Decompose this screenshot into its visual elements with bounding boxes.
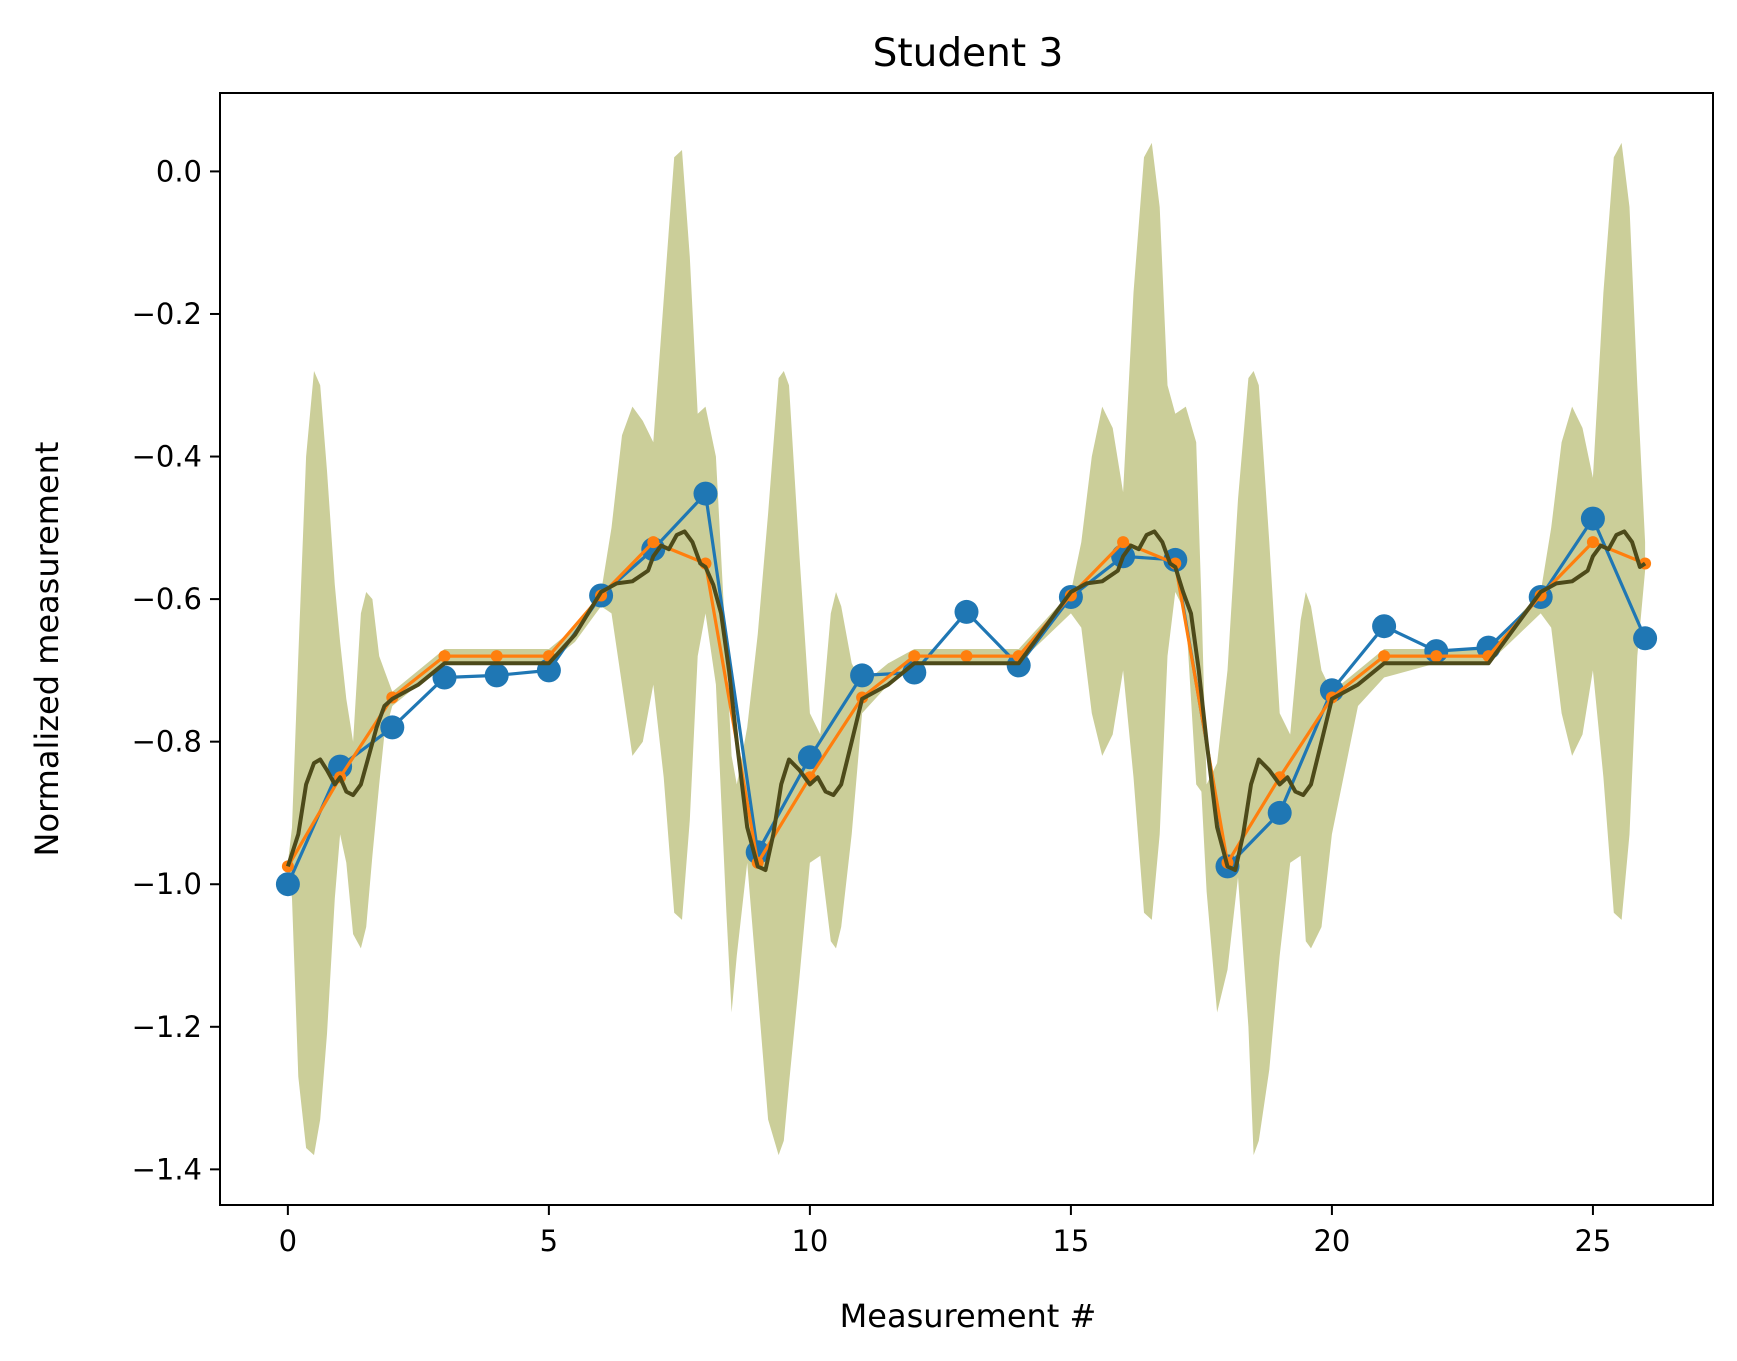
x-axis-label: Measurement # [840,1297,1097,1335]
plot-area [275,142,1658,1156]
y-tick-label: −1.0 [132,867,202,901]
chart-title: Student 3 [873,31,1064,76]
series-1-point [328,754,353,779]
x-tick-label: 20 [1313,1224,1350,1258]
series-2-point [1117,536,1130,549]
series-2-point [1378,650,1391,663]
y-tick-label: −0.8 [132,725,202,759]
y-tick-label: −1.2 [132,1010,202,1044]
x-axis-ticks: 0 5 10 15 20 25 [279,1205,1611,1258]
y-axis-label: Normalized measurement [28,442,66,857]
series-1-point [797,745,822,770]
series-1-point [1267,800,1292,825]
series-2-point [490,650,503,663]
series-2-point [908,650,921,663]
x-tick-label: 25 [1574,1224,1611,1258]
x-tick-label: 0 [279,1224,297,1258]
series-2-point [438,650,451,663]
confidence-band [287,142,1646,1156]
series-2-point [1586,536,1599,549]
series-1-point [693,481,718,506]
y-tick-label: −0.6 [132,582,202,616]
x-tick-label: 15 [1052,1224,1089,1258]
y-tick-label: −0.2 [132,297,202,331]
y-tick-label: 0.0 [156,154,202,188]
series-1-point [954,599,979,624]
series-2-point [1430,650,1443,663]
series-1-point [1372,614,1397,639]
x-tick-label: 5 [540,1224,558,1258]
series-1-point [275,872,300,897]
series-1-point [484,663,509,688]
y-tick-label: −0.4 [132,440,202,474]
series-2-point [647,536,660,549]
series-3-line [285,529,1647,872]
y-tick-label: −1.4 [132,1152,202,1186]
y-axis-ticks: 0.0 −0.2 −0.4 −0.6 −0.8 −1.0 −1.2 −1.4 [132,154,220,1186]
series-1-point [850,663,875,688]
axes-frame [219,92,1714,1206]
series-2-point [960,650,973,663]
series-1-point [432,665,457,690]
series-1-point [1006,653,1031,678]
series-1-point [380,715,405,740]
x-tick-label: 10 [791,1224,828,1258]
series-1-point [1633,626,1658,651]
series-1-point [1580,506,1605,531]
